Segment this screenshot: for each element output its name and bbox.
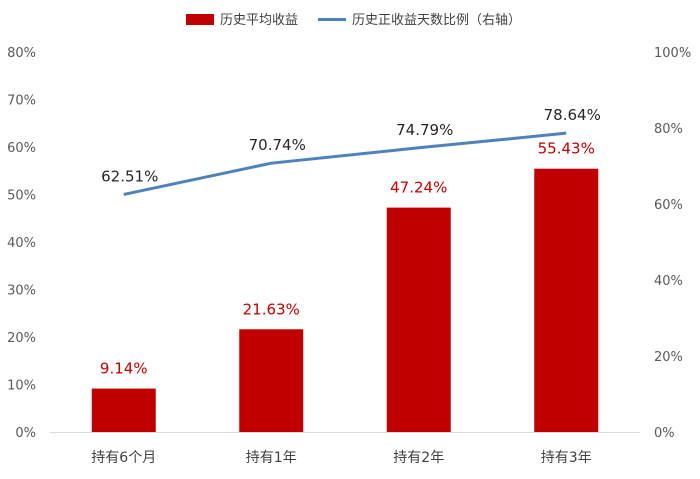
left-tick-label: 10% (7, 379, 36, 394)
left-tick-label: 50% (7, 189, 36, 204)
legend: 历史平均收益 历史正收益天数比例（右轴） (186, 13, 521, 28)
left-tick-label: 70% (7, 94, 36, 109)
right-tick-label: 40% (654, 274, 683, 289)
bar (239, 329, 304, 432)
left-tick-label: 60% (7, 141, 36, 156)
bar-series: 9.14% 21.63% 47.24% 55.43% (91, 140, 599, 432)
right-tick-label: 0% (654, 426, 675, 441)
left-tick-label: 30% (7, 284, 36, 299)
bar-data-label: 47.24% (390, 179, 447, 197)
category-labels: 持有6个月 持有1年 持有2年 持有3年 (91, 450, 591, 466)
right-axis-ticks: 0% 20% 40% 60% 80% 100% (654, 46, 691, 441)
bar (91, 388, 156, 432)
line-series: 62.51% 70.74% 74.79% 78.64% (101, 106, 601, 196)
bar (534, 168, 599, 432)
category-label: 持有2年 (393, 450, 444, 466)
category-label: 持有1年 (246, 450, 297, 466)
left-tick-label: 40% (7, 236, 36, 251)
category-label: 持有6个月 (91, 450, 156, 466)
left-tick-label: 0% (15, 426, 36, 441)
right-tick-label: 100% (654, 46, 691, 61)
bar-data-label: 55.43% (538, 140, 595, 158)
legend-bar-swatch (186, 14, 214, 25)
left-tick-label: 20% (7, 331, 36, 346)
line-data-label: 62.51% (101, 167, 158, 185)
legend-bar-label: 历史平均收益 (220, 13, 298, 28)
category-label: 持有3年 (541, 450, 592, 466)
legend-line-label: 历史正收益天数比例（右轴） (352, 13, 521, 28)
line-data-label: 78.64% (544, 106, 601, 124)
line-path (123, 131, 567, 196)
right-tick-label: 60% (654, 198, 683, 213)
line-data-label: 70.74% (249, 136, 306, 154)
left-tick-label: 80% (7, 46, 36, 61)
bar-data-label: 9.14% (100, 360, 148, 378)
right-tick-label: 20% (654, 350, 683, 365)
line-data-label: 74.79% (396, 121, 453, 139)
bar-data-label: 21.63% (243, 300, 300, 318)
bar (386, 207, 451, 432)
right-tick-label: 80% (654, 122, 683, 137)
left-axis-ticks: 0% 10% 20% 30% 40% 50% 60% 70% 80% (7, 46, 36, 441)
